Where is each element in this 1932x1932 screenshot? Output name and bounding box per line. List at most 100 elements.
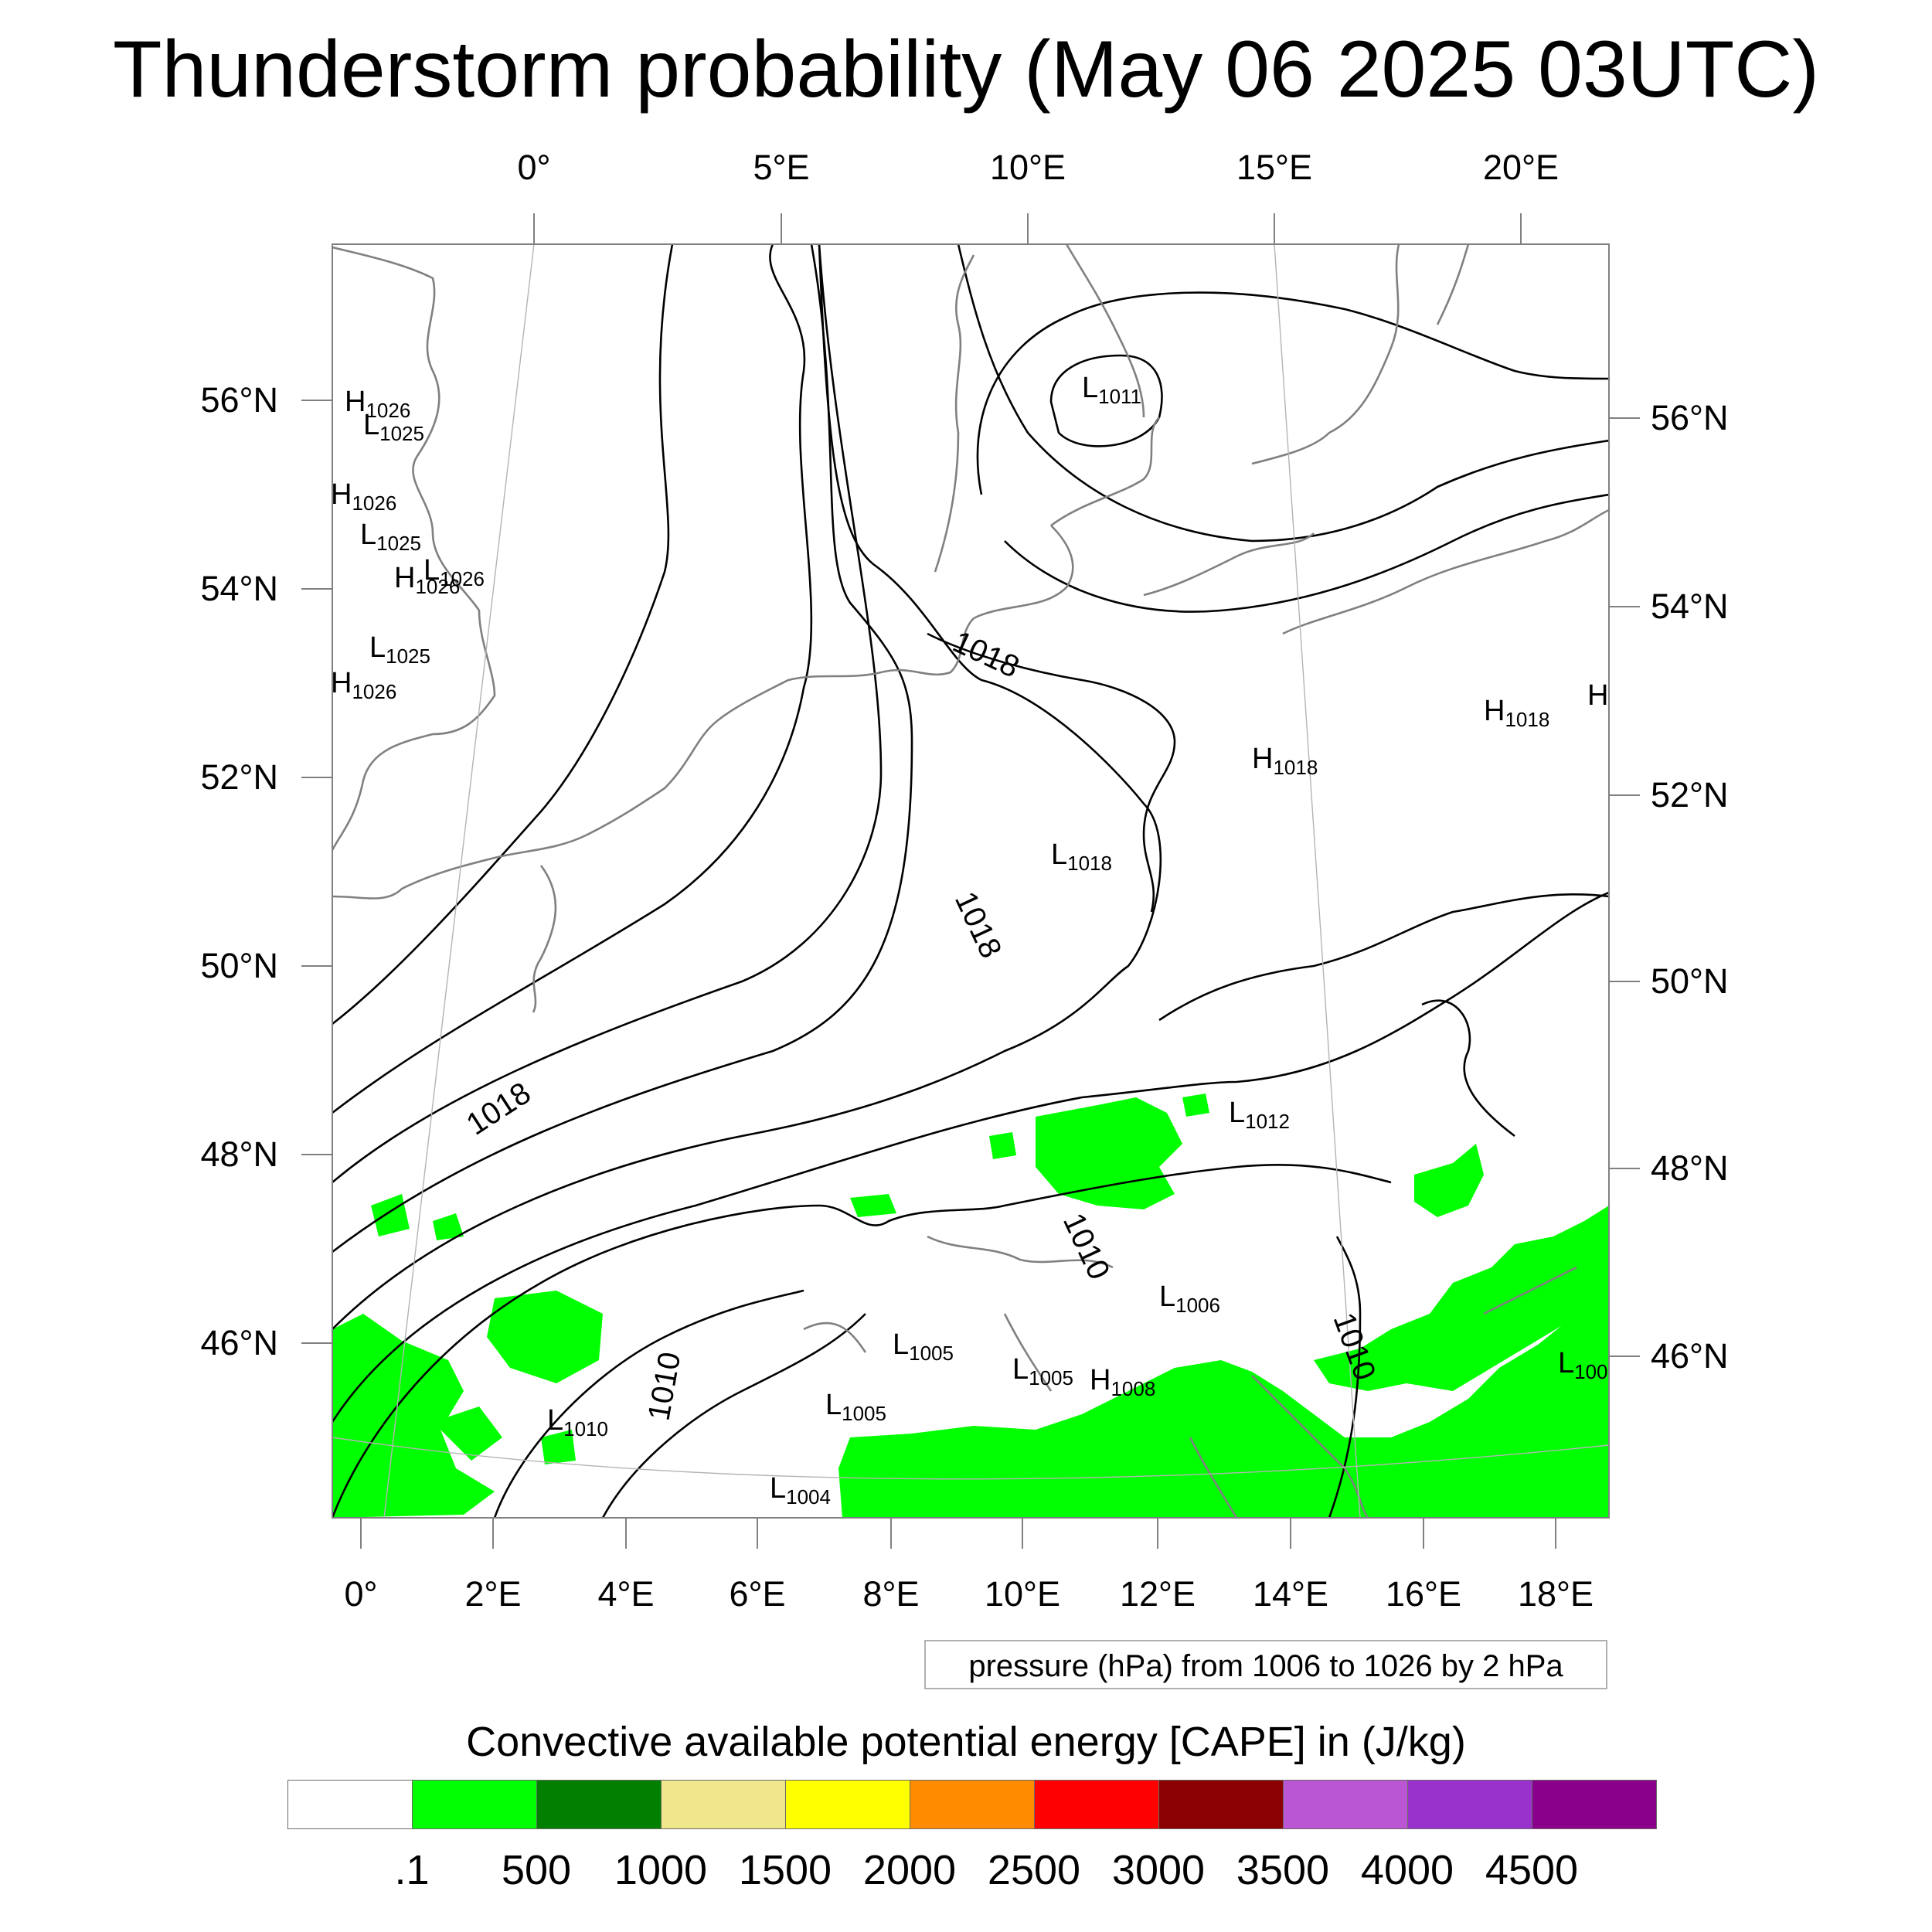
cape-fill-areas bbox=[332, 1094, 1609, 1518]
contour-label: 1018 bbox=[461, 1076, 537, 1141]
contour-label: 1018 bbox=[947, 624, 1024, 684]
pressure-center-value: 1008 bbox=[1111, 1377, 1156, 1400]
high-pressure-center: H1018 bbox=[1252, 743, 1318, 783]
colorbar-title: Convective available potential energy [C… bbox=[466, 1719, 1466, 1765]
pressure-center-type: L bbox=[770, 1472, 787, 1505]
pressure-center-type: H bbox=[1090, 1364, 1111, 1396]
colorbar-swatch bbox=[1283, 1780, 1408, 1829]
pressure-center-value: 1026 bbox=[440, 567, 485, 590]
map-frame bbox=[332, 243, 1610, 1519]
lat-label-right: 48°N bbox=[1651, 1148, 1729, 1188]
high-pressure-center: H1026 bbox=[331, 668, 396, 707]
low-pressure-center: L1018 bbox=[1051, 839, 1112, 879]
pressure-center-type: H bbox=[331, 667, 352, 699]
pressure-center-value: 1005 bbox=[1029, 1366, 1073, 1389]
pressure-center-value: 1012 bbox=[1245, 1110, 1290, 1133]
colorbar-tick-label: 4500 bbox=[1485, 1847, 1579, 1893]
pressure-center-type: L bbox=[369, 631, 386, 664]
pressure-center-type: H bbox=[1252, 743, 1274, 775]
pressure-center-type: L bbox=[1558, 1347, 1575, 1379]
colorbar-tick-label: .1 bbox=[394, 1847, 430, 1893]
colorbar-tick-label: 3500 bbox=[1236, 1847, 1330, 1893]
pressure-center-value: 1018 bbox=[1505, 708, 1550, 731]
high-pressure-center: H1026 bbox=[394, 563, 460, 602]
colorbar-tick-label: 2500 bbox=[987, 1847, 1081, 1893]
contour-label: 1010 bbox=[1056, 1208, 1116, 1284]
lon-label-bottom: 0° bbox=[344, 1574, 378, 1614]
pressure-center-value: 1026 bbox=[415, 575, 461, 598]
low-pressure-center: L1025 bbox=[369, 632, 430, 672]
pressure-center-value: 1018 bbox=[1273, 756, 1318, 779]
lon-label-bottom: 12°E bbox=[1119, 1574, 1196, 1614]
graticule bbox=[332, 244, 1609, 1518]
isobar-contours bbox=[332, 244, 1609, 1518]
contour-label: 1018 bbox=[948, 886, 1008, 963]
pressure-center-type: L bbox=[1159, 1281, 1176, 1313]
lon-label-bottom: 2°E bbox=[464, 1574, 522, 1614]
pressure-center-value: 100 bbox=[1574, 1360, 1608, 1383]
coastlines bbox=[332, 244, 1609, 1518]
high-pressure-center: H1008 bbox=[1090, 1365, 1155, 1404]
contour-label: 1010 bbox=[642, 1349, 688, 1423]
lon-label-bottom: 14°E bbox=[1252, 1574, 1329, 1614]
lat-label-right: 54°N bbox=[1651, 587, 1729, 626]
pressure-center-type: L bbox=[423, 554, 440, 587]
lon-label-top: 5°E bbox=[753, 148, 810, 187]
lat-label-left: 48°N bbox=[200, 1134, 278, 1174]
colorbar-tick-label: 4000 bbox=[1360, 1847, 1454, 1893]
contour-value-labels: 1018 1018 1018 1010 1010 1010 bbox=[461, 624, 1382, 1423]
pressure-center-type: L bbox=[363, 409, 380, 441]
pressure-center-value: 1010 bbox=[563, 1417, 608, 1440]
high-pressure-center: H1018 bbox=[1484, 696, 1549, 735]
pressure-center-value: 1006 bbox=[1175, 1294, 1220, 1317]
low-pressure-center: L1012 bbox=[1229, 1097, 1290, 1137]
lat-label-left: 50°N bbox=[200, 946, 278, 985]
lat-label-right: 56°N bbox=[1651, 398, 1729, 437]
colorbar-swatch bbox=[1532, 1780, 1657, 1829]
pressure-center-value: 1005 bbox=[842, 1402, 886, 1425]
low-pressure-center: L1005 bbox=[1012, 1354, 1073, 1393]
pressure-center-type: L bbox=[547, 1404, 564, 1437]
lat-label-right: 46°N bbox=[1651, 1336, 1729, 1376]
colorbar-swatch bbox=[1034, 1780, 1159, 1829]
pressure-center-type: H bbox=[345, 386, 366, 418]
lon-label-top: 15°E bbox=[1236, 148, 1313, 187]
low-pressure-center: L1010 bbox=[547, 1405, 608, 1444]
pressure-center-value: 1026 bbox=[352, 492, 397, 515]
lon-label-bottom: 6°E bbox=[729, 1574, 786, 1614]
pressure-center-type: H bbox=[394, 562, 416, 594]
pressure-center-type: H bbox=[1587, 679, 1609, 712]
pressure-center-value: 1011 bbox=[1098, 385, 1142, 408]
colorbar-swatch bbox=[1407, 1780, 1532, 1829]
lat-label-left: 52°N bbox=[200, 757, 278, 797]
low-pressure-center: L1026 bbox=[423, 555, 485, 594]
colorbar-swatch bbox=[536, 1780, 662, 1829]
lon-label-bottom: 10°E bbox=[984, 1574, 1061, 1614]
colorbar-swatch bbox=[910, 1780, 1035, 1829]
pressure-center-type: H bbox=[331, 478, 352, 511]
low-pressure-center: L1025 bbox=[363, 410, 424, 449]
low-pressure-center: L100 bbox=[1558, 1348, 1608, 1387]
colorbar-tick-label: 3000 bbox=[1111, 1847, 1206, 1893]
colorbar-tick-label: 500 bbox=[501, 1847, 572, 1893]
pressure-center-type: L bbox=[1229, 1097, 1246, 1129]
pressure-center-value: 1026 bbox=[352, 680, 397, 703]
lat-label-right: 50°N bbox=[1651, 961, 1729, 1001]
high-pressure-center: H1026 bbox=[331, 479, 396, 519]
pressure-center-value: 1025 bbox=[386, 645, 430, 668]
low-pressure-center: L1025 bbox=[360, 519, 421, 559]
high-pressure-center: H1026 bbox=[345, 386, 410, 426]
colorbar-swatch bbox=[287, 1780, 413, 1829]
lon-label-top: 10°E bbox=[989, 148, 1066, 187]
pressure-center-value: 1025 bbox=[376, 532, 421, 555]
pressure-center-value: 1018 bbox=[1067, 852, 1112, 875]
lon-label-bottom: 4°E bbox=[597, 1574, 655, 1614]
low-pressure-center: L1005 bbox=[893, 1329, 954, 1369]
low-pressure-center: L1006 bbox=[1159, 1281, 1220, 1321]
contour-info-box: pressure (hPa) from 1006 to 1026 by 2 hP… bbox=[924, 1640, 1607, 1689]
colorbar-swatch bbox=[785, 1780, 910, 1829]
pressure-center-value: 1025 bbox=[379, 422, 424, 445]
high-pressure-center: H bbox=[1587, 680, 1608, 719]
